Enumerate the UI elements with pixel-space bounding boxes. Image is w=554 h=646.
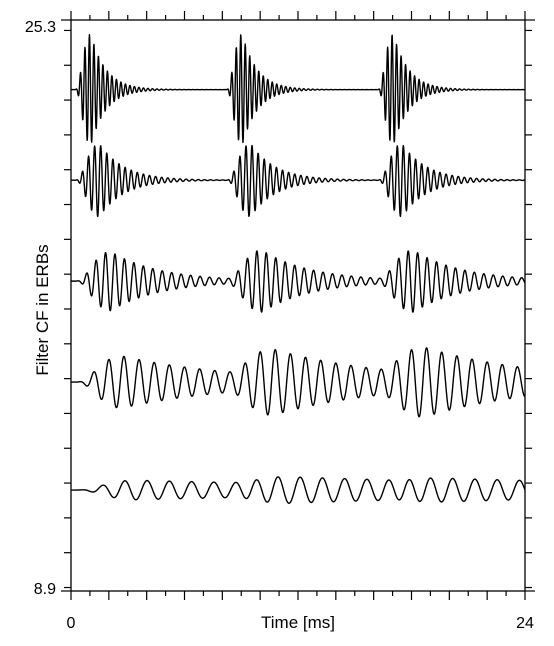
y-tick-label-bottom: 8.9 bbox=[34, 581, 56, 598]
plot-frame bbox=[70, 19, 526, 592]
axis-ticks bbox=[61, 11, 535, 600]
filter-traces bbox=[70, 33, 526, 504]
y-axis-title: Filter CF in ERBs bbox=[33, 244, 52, 375]
filter-trace-4 bbox=[70, 347, 526, 418]
x-tick-label-start: 0 bbox=[67, 615, 76, 632]
y-tick-label-top: 25.3 bbox=[25, 19, 56, 36]
x-tick-label-end: 24 bbox=[516, 615, 534, 632]
filter-trace-1 bbox=[70, 33, 526, 144]
filter-trace-3 bbox=[70, 250, 526, 313]
filter-trace-5 bbox=[70, 476, 526, 504]
plot-border bbox=[70, 19, 526, 592]
x-axis-title: Time [ms] bbox=[261, 613, 335, 632]
filter-trace-2 bbox=[70, 144, 526, 218]
